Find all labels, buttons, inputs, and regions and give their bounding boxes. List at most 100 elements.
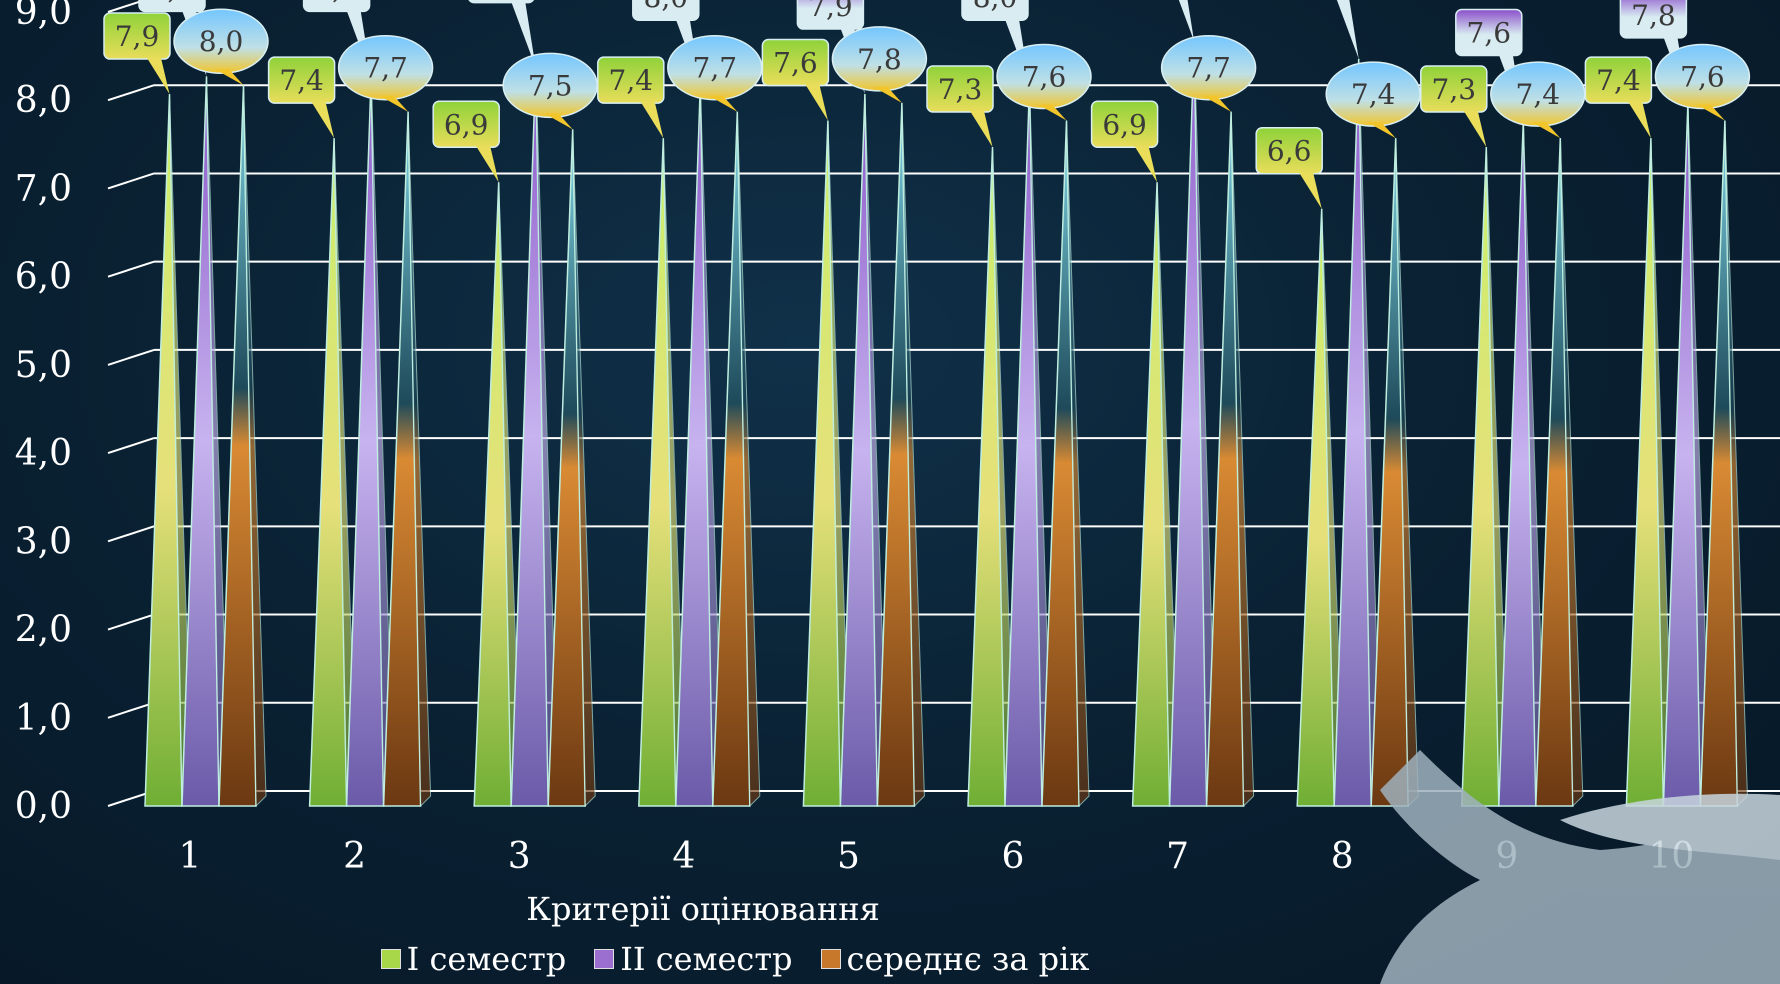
- data-label-pointer: [1299, 172, 1322, 209]
- gridline-depth: [107, 172, 155, 190]
- y-tick-label: 8,0: [15, 80, 72, 121]
- data-label: 7,4: [609, 64, 654, 97]
- data-label-pointer: [1367, 122, 1396, 139]
- data-label-pointer: [1202, 95, 1232, 112]
- data-label-box: [1255, 126, 1323, 175]
- data-label-bubble: [996, 43, 1092, 110]
- x-axis-title: Критерії оцінювання: [526, 890, 880, 928]
- y-axis-ticks: 0,0 1,0 2,0 3,0 4,0 5,0 6,0 7,0 8,0 9,0: [15, 0, 72, 827]
- data-label-bubble: [337, 34, 434, 101]
- gridline-depth: [107, 260, 155, 278]
- data-label: 7,8: [857, 43, 902, 76]
- data-label-pointer: [970, 110, 993, 147]
- data-label-pointer: [1178, 0, 1195, 42]
- data-label-pointer: [544, 113, 573, 130]
- data-label: 8,1: [150, 0, 195, 5]
- data-label-bubble: [1160, 34, 1257, 101]
- data-label: 6,6: [1267, 135, 1312, 168]
- data-label-pointer: [873, 86, 902, 103]
- gridline-depth: [107, 701, 155, 719]
- bar-side: [243, 85, 267, 808]
- bar-side: [572, 129, 596, 808]
- data-label: 7,4: [279, 64, 324, 97]
- x-tick-label: 7: [1166, 836, 1189, 877]
- data-label-box: [1420, 65, 1488, 113]
- data-labels: 7,98,18,07,48,17,76,98,27,57,48,07,77,67…: [103, 0, 1751, 209]
- data-label: 7,4: [1596, 64, 1641, 97]
- legend: I семестр II семестр середнє за рік: [0, 940, 1470, 978]
- x-tick-label: 4: [672, 836, 695, 877]
- data-label: 7,6: [1467, 17, 1512, 50]
- bar-side: [407, 111, 432, 808]
- data-label: 7,7: [1186, 52, 1231, 85]
- data-label-box: [302, 0, 371, 13]
- x-tick-label: 2: [343, 836, 366, 877]
- y-tick-label: 1,0: [15, 698, 72, 739]
- bar-side: [1230, 111, 1255, 808]
- data-label-box: [267, 56, 336, 104]
- data-label-pointer: [1463, 110, 1487, 147]
- y-tick-label: 5,0: [15, 345, 72, 386]
- data-label-box: [1090, 100, 1159, 149]
- gridline-depth: [107, 348, 155, 366]
- legend-item-series-2: II семестр: [594, 940, 793, 978]
- data-label-pointer: [1628, 102, 1651, 139]
- data-label-box: [1455, 8, 1523, 57]
- data-label-bubble: [1654, 43, 1751, 110]
- data-label-box: [103, 12, 171, 60]
- legend-label-series-2: II семестр: [620, 940, 793, 978]
- data-label-box: [796, 0, 865, 30]
- data-label: 7,3: [938, 73, 983, 106]
- y-tick-label: 7,0: [15, 168, 72, 209]
- data-label-box: [761, 38, 830, 87]
- bar-side: [901, 102, 925, 808]
- data-label-pointer: [1696, 104, 1725, 121]
- y-tick-label: 0,0: [15, 786, 72, 827]
- data-label: 7,6: [1680, 61, 1725, 94]
- data-label: 8,1: [314, 0, 359, 5]
- gridline-depth: [107, 437, 155, 455]
- legend-label-series-3: середнє за рік: [846, 940, 1090, 978]
- x-tick-label: 8: [1331, 836, 1354, 877]
- data-label: 6,9: [1102, 108, 1147, 141]
- y-tick-label: 2,0: [15, 610, 72, 651]
- legend-swatch-series-2: [594, 949, 615, 969]
- data-label-pointer: [215, 69, 244, 86]
- data-label: 8,0: [199, 25, 244, 58]
- data-label-box: [432, 100, 500, 149]
- gridline-depth: [107, 84, 155, 102]
- data-label: 7,6: [773, 47, 818, 80]
- gridline-depth: [107, 613, 155, 631]
- data-label-bubble: [831, 26, 928, 92]
- data-label-box: [961, 0, 1029, 21]
- data-label: 7,6: [1022, 61, 1067, 94]
- x-tick-label: 6: [1002, 836, 1025, 877]
- data-label-pointer: [147, 58, 170, 95]
- data-label: 7,4: [1351, 78, 1396, 111]
- data-label-box: [597, 56, 665, 104]
- y-tick-label: 3,0: [15, 521, 72, 562]
- data-label: 8,0: [973, 0, 1018, 14]
- data-label: 7,9: [808, 0, 853, 23]
- bar-side: [1066, 120, 1090, 808]
- data-label-box: [1619, 0, 1688, 39]
- data-label-pointer: [640, 102, 664, 139]
- x-tick-label: 5: [837, 836, 860, 877]
- data-label-box: [926, 65, 994, 113]
- legend-item-series-1: I семестр: [380, 940, 567, 978]
- data-label: 7,7: [693, 52, 738, 85]
- gridline-depth: [107, 0, 149, 13]
- data-label: 7,9: [115, 20, 160, 53]
- legend-label-series-1: I семестр: [406, 940, 567, 978]
- data-label-pointer: [379, 95, 409, 112]
- bar-side: [1559, 138, 1584, 808]
- y-tick-label: 9,0: [15, 0, 72, 33]
- data-label-pointer: [1134, 146, 1158, 183]
- gridline-depth: [107, 525, 155, 543]
- data-label: 8,0: [644, 0, 689, 14]
- data-label-pointer: [805, 84, 828, 121]
- legend-swatch-series-3: [820, 949, 841, 969]
- data-label-pointer: [511, 1, 536, 68]
- data-label-pointer: [1336, 0, 1359, 59]
